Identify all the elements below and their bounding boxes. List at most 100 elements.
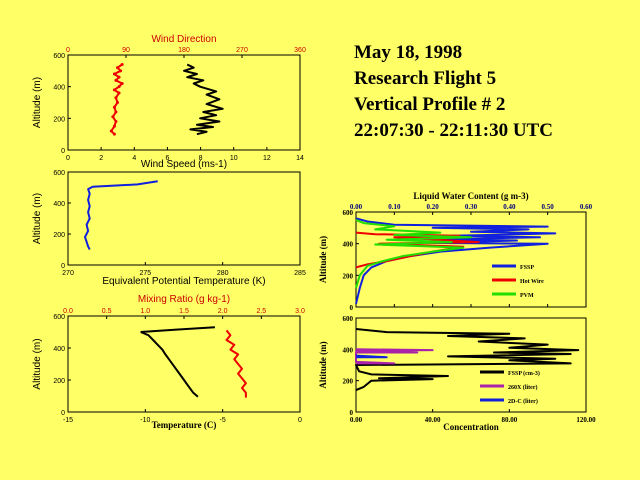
temp_mix-x2tick-label: 1.0	[140, 308, 150, 315]
temp_mix-xtick-label: -15	[63, 417, 73, 424]
wind-red-point	[120, 82, 124, 85]
wind-red-point	[119, 69, 123, 73]
lwc-title: Liquid Water Content (g m-3)	[413, 191, 528, 201]
wind-red-point	[114, 120, 118, 123]
concentration-xlabel: Concentration	[443, 422, 499, 432]
wind-x2tick-label: 90	[122, 47, 130, 54]
header-flight: Research Flight 5	[354, 68, 497, 89]
concentration-legend-label: FSSP (cm-3)	[508, 370, 540, 377]
wind-x2tick-label: 0	[66, 47, 70, 54]
wind-xtick-label: 12	[263, 155, 271, 162]
wind-ytick-label: 0	[61, 148, 65, 155]
lwc-legend-label: Hot Wire	[520, 279, 544, 285]
lwc-ytick-label: 200	[343, 272, 354, 280]
theta_e-xtick-label: 285	[294, 270, 306, 277]
temp_mix-series-2-line	[140, 326, 215, 333]
temp_mix-x2tick-label: 1.5	[179, 308, 189, 315]
theta_e-xtick-label: 270	[62, 270, 74, 277]
lwc-series-fssp-line	[355, 217, 557, 305]
theta_e-xtick-label: 280	[217, 270, 229, 277]
concentration-ytick-label: 200	[343, 378, 354, 386]
lwc-xtick-label: 0.10	[388, 203, 401, 211]
temp_mix-ytick-label: 400	[53, 346, 65, 353]
wind-red-point	[112, 124, 116, 128]
header-time: 22:07:30 - 22:11:30 UTC	[354, 120, 553, 141]
wind-x2tick-label: 360	[294, 47, 306, 54]
lwc-ylabel: Altitude (m)	[318, 236, 328, 283]
wind-xtick-label: 14	[296, 155, 304, 162]
temp_mix-x2tick-label: 3.0	[295, 308, 305, 315]
wind-xtick-label: 8	[199, 155, 203, 162]
wind-xlabel: Wind Speed (ms-1)	[141, 159, 227, 170]
concentration-ytick-label: 0	[350, 409, 354, 417]
wind-red-point	[114, 96, 118, 100]
wind-frame	[67, 54, 301, 151]
lwc-xtick-label: 0.50	[542, 203, 555, 211]
wind-red-point	[115, 101, 119, 104]
wind-xtick-label: 0	[66, 155, 70, 162]
temp_mix-ylabel: Altitude (m)	[32, 338, 43, 389]
temp_mix-series-1-line	[225, 329, 247, 398]
lwc-ytick-label: 400	[343, 241, 354, 249]
theta_e-xlabel: Equivalent Potential Temperature (K)	[102, 276, 265, 287]
wind-red-point	[114, 78, 118, 82]
lwc-xtick-label: 0.00	[350, 203, 363, 211]
concentration-xtick-label: 0.00	[350, 416, 363, 424]
temp_mix-xlabel: Temperature (C)	[152, 420, 217, 430]
lwc-legend-label: FSSP	[520, 265, 534, 271]
wind-series-0-line	[110, 63, 124, 135]
concentration-series-2d-c-liter--line	[355, 354, 388, 359]
wind-red-point	[117, 85, 121, 89]
concentration-ytick-label: 400	[343, 346, 354, 354]
theta_e-ytick-label: 0	[61, 263, 65, 270]
wind-red-point	[114, 110, 118, 114]
concentration-xtick-label: 120.00	[576, 416, 596, 424]
header-date: May 18, 1998	[354, 42, 463, 63]
temp_mix-ytick-label: 200	[53, 378, 65, 385]
lwc-xtick-label: 0.40	[503, 203, 516, 211]
wind-x2tick-label: 180	[178, 47, 190, 54]
wind-xtick-label: 4	[132, 155, 136, 162]
wind-xtick-label: 2	[99, 155, 103, 162]
wind-ytick-label: 600	[53, 53, 65, 60]
lwc-xtick-label: 0.30	[465, 203, 478, 211]
temp_mix-x2tick-label: 0.5	[102, 308, 112, 315]
wind-red-point	[120, 63, 124, 66]
theta_e-ytick-label: 200	[53, 232, 65, 239]
temp_mix-xtick-label: -5	[220, 417, 226, 424]
concentration-series-fssp-cm-3--line	[355, 328, 580, 392]
concentration-legend-label: 2D-C (liter)	[508, 398, 538, 405]
concentration-ylabel: Altitude (m)	[318, 341, 328, 388]
theta_e-series-0-line	[84, 180, 158, 250]
temp_mix-series-0-line	[140, 331, 199, 398]
temp_mix-x2tick-label: 2.0	[218, 308, 228, 315]
wind-x2tick-label: 270	[236, 47, 248, 54]
wind-red-point	[117, 91, 121, 95]
wind-ytick-label: 400	[53, 85, 65, 92]
concentration-xtick-label: 40.00	[425, 416, 441, 424]
lwc-legend-label: PVM	[520, 293, 534, 299]
temp_mix-title: Mixing Ratio (g kg-1)	[138, 294, 230, 305]
temp_mix-ytick-label: 600	[53, 314, 65, 321]
wind-series-1-line	[183, 63, 224, 136]
wind-red-point	[112, 105, 116, 109]
wind-red-point	[112, 72, 116, 76]
wind-red-point	[111, 115, 115, 119]
wind-red-point	[112, 132, 116, 136]
wind-title: Wind Direction	[151, 34, 216, 45]
temp_mix-xtick-label: 0	[298, 417, 302, 424]
theta_e-frame	[67, 171, 301, 266]
temp_mix-xtick-label: -10	[140, 417, 150, 424]
theta_e-ytick-label: 400	[53, 201, 65, 208]
wind-ytick-label: 200	[53, 116, 65, 123]
header-profile: Vertical Profile # 2	[354, 94, 506, 115]
temp_mix-ytick-label: 0	[61, 410, 65, 417]
lwc-xtick-label: 0.60	[580, 203, 593, 211]
wind-red-point	[112, 88, 116, 92]
lwc-series-pvm-line	[355, 218, 472, 289]
theta_e-ylabel: Altitude (m)	[32, 193, 43, 244]
temp_mix-frame	[67, 315, 301, 413]
wind-red-point	[109, 129, 113, 133]
